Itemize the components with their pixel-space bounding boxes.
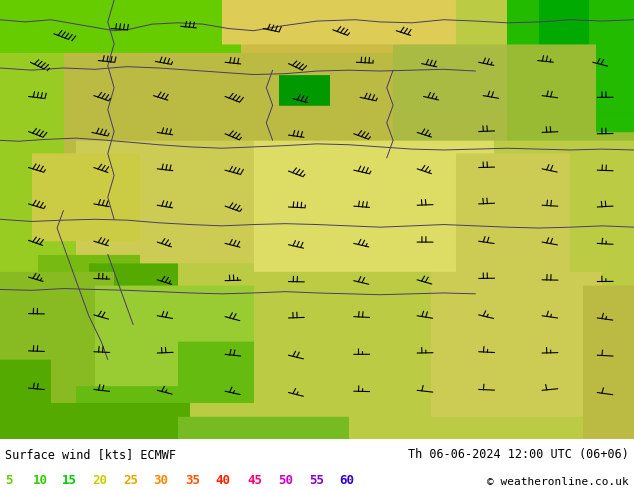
Text: 10: 10 [33,474,48,488]
Text: Th 06-06-2024 12:00 UTC (06+06): Th 06-06-2024 12:00 UTC (06+06) [408,448,629,461]
Text: 45: 45 [247,474,262,488]
Text: 5: 5 [5,474,13,488]
Text: © weatheronline.co.uk: © weatheronline.co.uk [487,477,629,488]
Text: 35: 35 [185,474,200,488]
Text: 50: 50 [278,474,293,488]
Text: 60: 60 [339,474,354,488]
Text: 55: 55 [309,474,325,488]
Text: 20: 20 [92,474,107,488]
Text: 40: 40 [216,474,231,488]
Text: 25: 25 [123,474,138,488]
Text: Surface wind [kts] ECMWF: Surface wind [kts] ECMWF [5,448,176,461]
Text: 15: 15 [62,474,77,488]
Text: 30: 30 [153,474,169,488]
